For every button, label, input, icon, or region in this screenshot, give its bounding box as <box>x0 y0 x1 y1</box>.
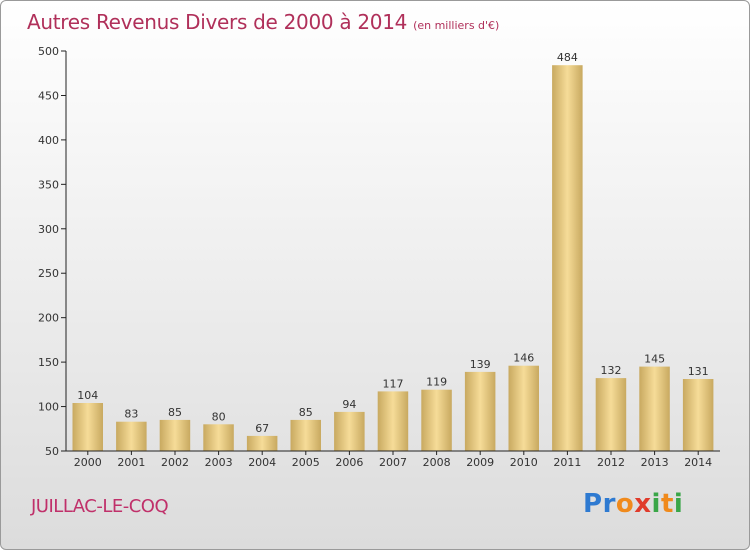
bar <box>116 421 147 451</box>
bar <box>508 365 539 451</box>
x-tick-label: 2003 <box>205 456 233 469</box>
y-tick-label: 450 <box>38 89 59 102</box>
bars-layer: 104 83 85 80 67 85 94 117 119 139 146 484 132 145 131 <box>72 51 714 451</box>
data-label: 94 <box>342 398 356 411</box>
y-tick-label: 50 <box>45 445 59 458</box>
x-tick-label: 2002 <box>161 456 189 469</box>
x-tick-label: 2006 <box>335 456 363 469</box>
data-label: 80 <box>212 410 226 423</box>
y-tick-label: 400 <box>38 134 59 147</box>
bar <box>682 379 714 451</box>
axis-layer: 2000 2001 2002 2003 2004 2005 2006 2007 2008 2009… <box>38 45 720 469</box>
bar <box>595 378 627 451</box>
x-tick-label: 2005 <box>292 456 320 469</box>
bar <box>334 411 365 451</box>
x-tick-label: 2010 <box>510 456 538 469</box>
bar <box>72 403 103 451</box>
logo-letter: i <box>673 489 684 519</box>
x-tick-label: 2014 <box>684 456 712 469</box>
x-tick-label: 2001 <box>117 456 145 469</box>
title-unit: (en milliers d'€) <box>413 19 500 32</box>
data-label: 146 <box>513 352 534 365</box>
y-tick-label: 150 <box>38 356 59 369</box>
bar <box>464 371 496 451</box>
bar <box>639 366 670 451</box>
title-text: Autres Revenus Divers de 2000 à 2014 <box>27 10 408 34</box>
bar <box>203 424 234 451</box>
bar <box>246 435 278 451</box>
x-tick-label: 2004 <box>248 456 276 469</box>
x-tick-label: 2009 <box>466 456 494 469</box>
commune-name: JUILLAC-LE-COQ <box>31 496 169 517</box>
x-tick-label: 2007 <box>379 456 407 469</box>
bar <box>377 391 409 451</box>
data-label: 145 <box>644 353 665 366</box>
logo-letter: P <box>583 489 603 519</box>
x-tick-label: 2000 <box>74 456 102 469</box>
logo-letter: r <box>602 489 616 519</box>
logo-letter: i <box>651 489 661 519</box>
y-tick-label: 100 <box>38 401 59 414</box>
bar <box>552 65 583 451</box>
bar <box>421 389 452 451</box>
x-tick-label: 2012 <box>597 456 625 469</box>
y-tick-label: 250 <box>38 267 59 280</box>
data-label: 484 <box>557 51 578 64</box>
y-tick-label: 350 <box>38 178 59 191</box>
y-tick-label: 500 <box>38 45 59 58</box>
x-tick-label: 2011 <box>553 456 581 469</box>
data-label: 119 <box>426 376 447 389</box>
chart-title: Autres Revenus Divers de 2000 à 2014 (en … <box>27 10 499 34</box>
logo-letter: t <box>660 489 674 519</box>
logo-letter: o <box>615 489 635 519</box>
data-label: 104 <box>77 389 98 402</box>
x-tick-label: 2013 <box>641 456 669 469</box>
x-tick-label: 2008 <box>423 456 451 469</box>
data-label: 83 <box>124 408 138 421</box>
data-label: 117 <box>383 377 404 390</box>
data-label: 85 <box>168 406 182 419</box>
y-tick-label: 300 <box>38 223 59 236</box>
data-label: 85 <box>299 406 313 419</box>
data-label: 131 <box>688 365 709 378</box>
logo-letter: x <box>634 489 652 519</box>
proxiti-logo: Proxiti <box>583 489 683 519</box>
data-label: 67 <box>255 422 269 435</box>
data-label: 139 <box>470 358 491 371</box>
data-label: 132 <box>601 364 622 377</box>
y-tick-label: 200 <box>38 312 59 325</box>
bar <box>290 419 321 451</box>
bar <box>159 419 191 451</box>
